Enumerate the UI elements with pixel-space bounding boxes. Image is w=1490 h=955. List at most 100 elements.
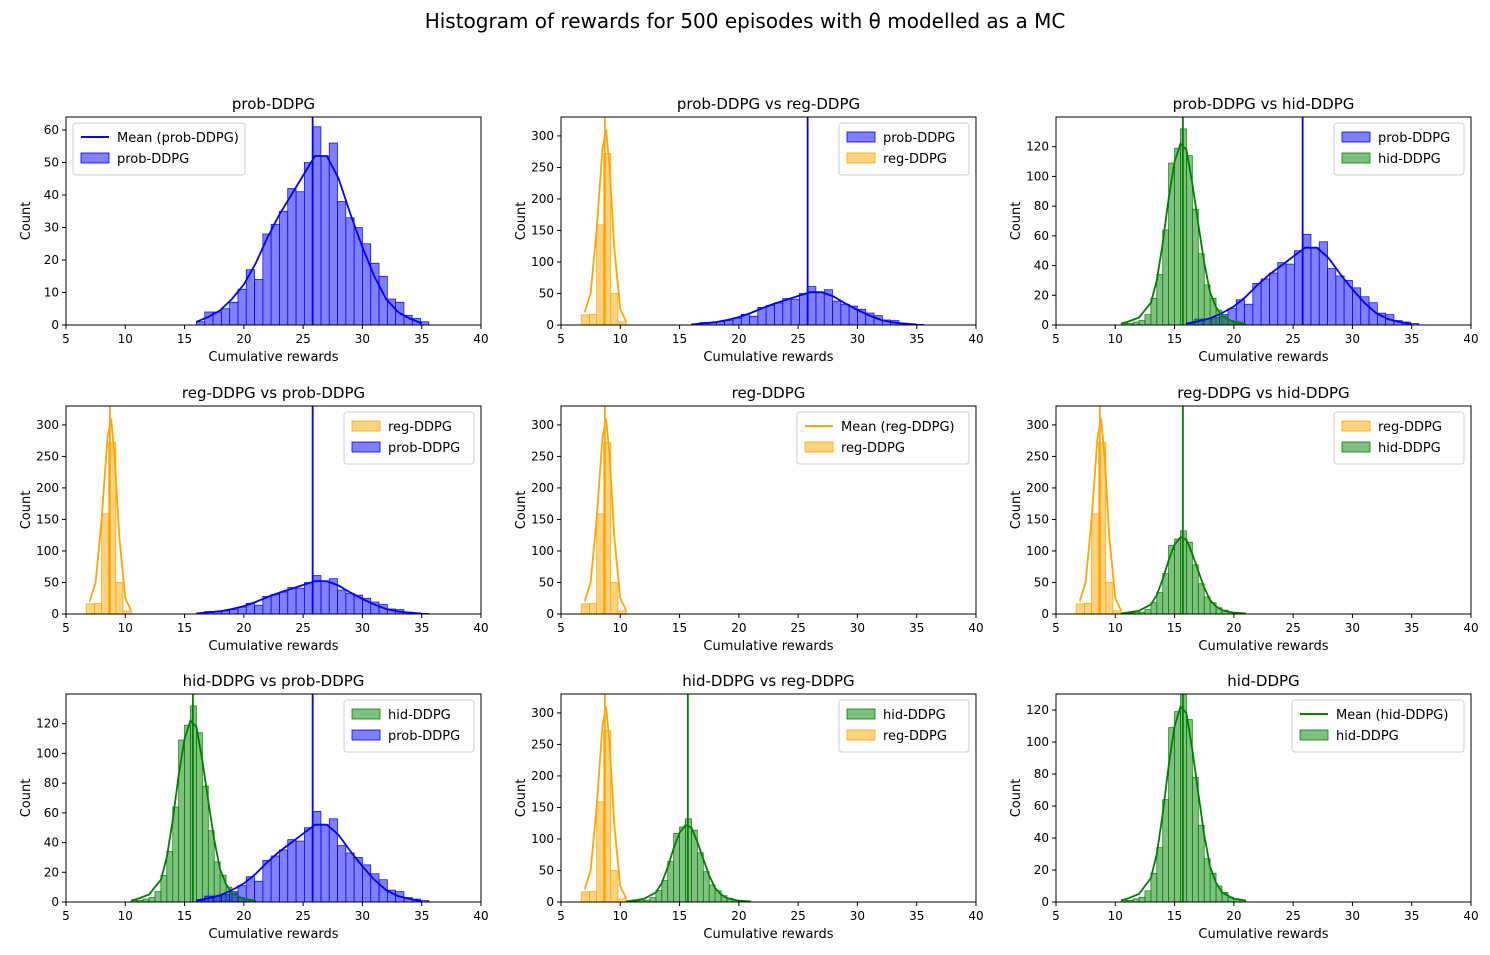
y-tick-label: 0 xyxy=(1041,318,1049,332)
y-tick-label: 300 xyxy=(531,418,554,432)
bar-hid-4 xyxy=(649,897,657,902)
y-tick-label: 0 xyxy=(51,318,59,332)
legend-label: prob-DDPG xyxy=(1378,131,1450,146)
x-tick-label: 30 xyxy=(850,332,865,346)
bar-reg-5 xyxy=(1112,610,1122,614)
x-axis-label: Cumulative rewards xyxy=(208,639,338,654)
y-tick-label: 0 xyxy=(51,607,59,621)
x-tick-label: 30 xyxy=(355,909,370,923)
y-axis-label: Count xyxy=(19,779,34,818)
y-tick-label: 40 xyxy=(1034,831,1049,845)
bar-prob-7 xyxy=(254,604,264,614)
x-axis-label: Cumulative rewards xyxy=(208,350,338,365)
legend-box xyxy=(1291,699,1465,753)
legend-patch-swatch xyxy=(351,708,381,720)
x-tick-label: 5 xyxy=(62,332,70,346)
legend-label: hid-DDPG xyxy=(1378,152,1441,167)
x-tick-label: 20 xyxy=(1226,909,1241,923)
bar-prob-15 xyxy=(320,824,330,902)
x-tick-label: 15 xyxy=(672,909,687,923)
bar-prob-10 xyxy=(279,849,289,902)
legend-label: reg-DDPG xyxy=(388,420,452,435)
kde-line-reg xyxy=(583,129,628,323)
x-axis-label: Cumulative rewards xyxy=(1198,350,1328,365)
kde-line-prob xyxy=(196,155,423,325)
bar-prob-9 xyxy=(1260,278,1270,325)
bar-prob-15 xyxy=(1310,247,1320,325)
y-axis-label: Count xyxy=(1009,491,1024,530)
x-tick-label: 40 xyxy=(968,909,983,923)
x-axis-label: Cumulative rewards xyxy=(703,639,833,654)
bar-hid-4 xyxy=(1144,609,1152,614)
legend-label: prob-DDPG xyxy=(388,441,460,456)
x-tick-label: 25 xyxy=(791,621,806,635)
bar-hid-7 xyxy=(1162,229,1169,325)
y-tick-label: 50 xyxy=(44,156,59,170)
legend-patch-swatch xyxy=(846,729,876,741)
subplot-8: 5 10 15 20 25 30 35 40 0 50 100 150 200 250 300 hid-DDP… xyxy=(514,672,984,942)
y-tick-label: 0 xyxy=(546,318,554,332)
bar-prob-13 xyxy=(303,827,313,902)
x-tick-label: 15 xyxy=(672,332,687,346)
bar-reg-4 xyxy=(610,582,619,614)
x-tick-label: 10 xyxy=(118,621,133,635)
x-axis-label: Cumulative rewards xyxy=(703,350,833,365)
subplot-title: hid-DDPG vs prob-DDPG xyxy=(183,672,365,690)
legend-box xyxy=(796,411,970,465)
bar-hid-13 xyxy=(1197,824,1205,902)
bar-prob-4 xyxy=(229,301,239,325)
legend-label: hid-DDPG xyxy=(883,708,946,723)
legend-label: reg-DDPG xyxy=(883,152,947,167)
y-tick-label: 60 xyxy=(44,806,59,820)
legend-box xyxy=(72,122,246,176)
x-tick-label: 20 xyxy=(1226,332,1241,346)
legend: prob-DDPG reg-DDPG xyxy=(838,122,970,176)
y-tick-label: 120 xyxy=(36,717,59,731)
x-tick-label: 20 xyxy=(236,332,251,346)
bar-reg-0 xyxy=(1075,603,1085,614)
y-tick-label: 50 xyxy=(44,575,59,589)
legend-patch-swatch xyxy=(846,708,876,720)
subplot-title: prob-DDPG xyxy=(232,95,315,113)
x-tick-label: 30 xyxy=(850,621,865,635)
bar-hid-4 xyxy=(1144,890,1152,902)
legend: hid-DDPG reg-DDPG xyxy=(838,699,970,753)
bar-prob-13 xyxy=(303,582,313,614)
x-tick-label: 15 xyxy=(1167,621,1182,635)
x-tick-label: 5 xyxy=(62,909,70,923)
legend-label: hid-DDPG xyxy=(1378,441,1441,456)
y-tick-label: 80 xyxy=(1034,199,1049,213)
y-tick-label: 200 xyxy=(531,192,554,206)
bar-reg-3 xyxy=(1098,442,1107,614)
y-axis-label: Count xyxy=(514,491,529,530)
bar-hid-15 xyxy=(1209,297,1217,325)
x-tick-label: 5 xyxy=(62,621,70,635)
bar-prob-22 xyxy=(378,275,388,325)
bar-hid-13 xyxy=(1197,253,1205,325)
plot-area xyxy=(580,406,628,614)
y-tick-label: 150 xyxy=(531,223,554,237)
subplot-4: 5 10 15 20 25 30 35 40 0 50 100 150 200 250 300 reg-DDP… xyxy=(19,384,489,654)
bar-prob-18 xyxy=(840,303,850,325)
bar-hid-13 xyxy=(1197,583,1205,614)
kde-line-reg xyxy=(88,418,133,612)
legend-label: prob-DDPG xyxy=(388,729,460,744)
bar-prob-9 xyxy=(270,594,280,614)
y-tick-label: 50 xyxy=(539,286,554,300)
y-tick-label: 100 xyxy=(1026,544,1049,558)
x-tick-label: 40 xyxy=(473,621,488,635)
legend: prob-DDPG hid-DDPG xyxy=(1333,122,1465,176)
x-tick-label: 25 xyxy=(1286,332,1301,346)
plot-area xyxy=(130,694,430,902)
x-tick-label: 40 xyxy=(473,909,488,923)
subplot-1: 5 10 15 20 25 30 35 40 0 10 20 30 40 50 60 prob-DDPG Cum… xyxy=(19,95,489,365)
bar-hid-13 xyxy=(702,871,710,902)
axes-frame xyxy=(1055,405,1472,615)
legend-patch-swatch xyxy=(1341,441,1371,453)
y-tick-label: 120 xyxy=(1026,703,1049,717)
bar-prob-17 xyxy=(1327,268,1337,325)
kde-line-reg xyxy=(583,418,628,612)
bar-prob-11 xyxy=(287,587,297,614)
y-tick-label: 40 xyxy=(44,188,59,202)
bar-prob-17 xyxy=(337,589,347,614)
